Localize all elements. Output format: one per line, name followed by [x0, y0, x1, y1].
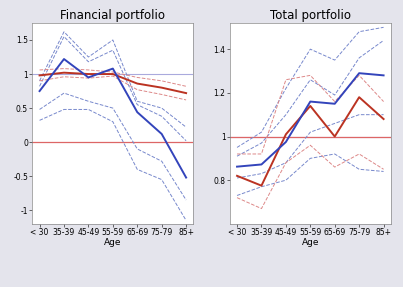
- Title: Total portfolio: Total portfolio: [270, 9, 351, 22]
- X-axis label: Age: Age: [301, 238, 319, 247]
- X-axis label: Age: Age: [104, 238, 122, 247]
- Title: Financial portfolio: Financial portfolio: [60, 9, 165, 22]
